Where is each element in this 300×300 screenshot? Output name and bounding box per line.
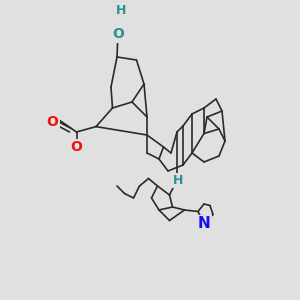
Text: O: O <box>112 28 124 41</box>
Text: H: H <box>173 173 184 187</box>
Text: O: O <box>46 115 58 128</box>
Text: O: O <box>70 140 83 154</box>
Text: N: N <box>198 216 210 231</box>
Text: H: H <box>116 4 127 17</box>
